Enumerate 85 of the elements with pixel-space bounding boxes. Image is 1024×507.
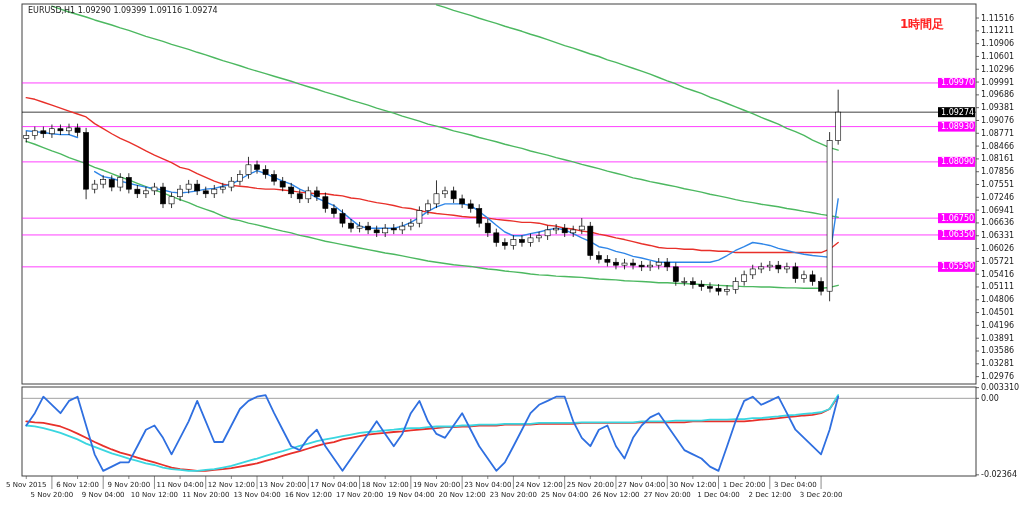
- y-tick-label: 1.09991: [981, 77, 1015, 87]
- candlestick: [365, 221, 371, 235]
- candlestick: [459, 194, 465, 209]
- candlestick: [160, 182, 166, 209]
- candlestick: [322, 192, 329, 214]
- candlestick: [49, 124, 55, 139]
- y-tick-label: 1.06636: [981, 218, 1015, 228]
- y-tick-label: 1.08771: [981, 128, 1015, 138]
- candlestick: [707, 281, 713, 293]
- candlestick: [647, 260, 654, 272]
- y-tick-label: 1.04501: [981, 308, 1015, 318]
- ref-line-label: 1.08090: [941, 157, 975, 167]
- y-tick-label: 1.06331: [981, 231, 1015, 241]
- candlestick: [630, 258, 636, 270]
- y-tick-label: 1.04196: [981, 320, 1015, 330]
- y-tick-label: 1.06026: [981, 244, 1015, 254]
- y-tick-label: 0.003310: [981, 383, 1020, 393]
- candlestick: [348, 218, 354, 233]
- candlestick: [698, 279, 705, 292]
- y-tick-label: 1.03281: [981, 359, 1015, 369]
- y-tick-label: 1.05721: [981, 256, 1015, 266]
- y-tick-label: 1.03586: [981, 346, 1015, 356]
- candlestick: [254, 160, 260, 175]
- candlestick: [245, 156, 252, 180]
- ref-line-label: 1.06750: [941, 213, 975, 223]
- y-tick-label: 0.00: [981, 393, 999, 403]
- ref-line-label: 1.09274: [941, 107, 975, 117]
- candlestick: [801, 270, 807, 284]
- line-series: [25, 96, 839, 254]
- y-tick-label: 1.09076: [981, 115, 1015, 125]
- y-tick-label: 1.05111: [981, 282, 1015, 292]
- y-tick-label: 1.08466: [981, 141, 1015, 151]
- candlestick: [681, 276, 688, 287]
- candlestick: [818, 276, 824, 296]
- y-tick-label: 1.05416: [981, 269, 1015, 279]
- candlestick: [143, 186, 149, 199]
- y-tick-label: 1.06941: [981, 205, 1015, 215]
- candlestick: [339, 208, 346, 228]
- candlestick: [484, 218, 491, 238]
- ref-line-label: 1.05590: [941, 262, 975, 272]
- candlestick: [125, 172, 132, 194]
- candlestick: [407, 218, 414, 231]
- y-tick-label: 1.07551: [981, 180, 1015, 190]
- candlestick: [792, 262, 799, 284]
- y-tick-label: 1.09381: [981, 103, 1015, 113]
- text: 1時間足: [900, 17, 945, 31]
- y-tick-label: 1.02976: [981, 372, 1015, 382]
- ref-line-label: 1.06350: [941, 230, 975, 240]
- y-tick-label: 1.03891: [981, 333, 1015, 343]
- y-tick-label: 1.11211: [981, 26, 1015, 36]
- y-tick-label: 1.09686: [981, 90, 1015, 100]
- y-tick-label: -0.02364: [981, 470, 1017, 480]
- candlestick: [237, 169, 243, 186]
- y-tick-label: 1.10296: [981, 64, 1015, 74]
- candlestick: [177, 184, 183, 202]
- candlestick: [553, 223, 559, 235]
- line-series: [435, 4, 839, 151]
- candlestick: [596, 250, 602, 264]
- y-tick-label: 1.07246: [981, 192, 1015, 202]
- candlestick: [672, 262, 679, 287]
- y-tick-label: 1.10601: [981, 51, 1015, 61]
- candlestick: [117, 172, 124, 192]
- candlestick: [519, 234, 525, 248]
- y-tick-label: 1.11516: [981, 13, 1015, 23]
- candlestick: [784, 262, 790, 274]
- candlestick: [690, 276, 696, 290]
- candlestick: [724, 284, 730, 296]
- y-tick-label: 1.04806: [981, 295, 1015, 305]
- candlestick: [442, 186, 448, 199]
- candlestick: [433, 179, 440, 209]
- candlestick: [331, 203, 337, 219]
- candlestick: [476, 203, 483, 228]
- y-tick-label: 1.10906: [981, 39, 1015, 49]
- candlestick: [502, 237, 508, 251]
- ref-line-label: 1.09970: [941, 78, 975, 88]
- ref-line-label: 1.08930: [941, 122, 975, 132]
- candlestick: [536, 231, 542, 243]
- candlestick: [66, 123, 72, 136]
- candlestick: [493, 228, 500, 248]
- candlestick: [416, 205, 423, 228]
- y-tick-label: 1.08161: [981, 154, 1015, 164]
- candlestick: [613, 257, 619, 270]
- candlestick: [425, 199, 431, 216]
- candlestick: [271, 169, 277, 186]
- y-tick-label: 1.07856: [981, 167, 1015, 177]
